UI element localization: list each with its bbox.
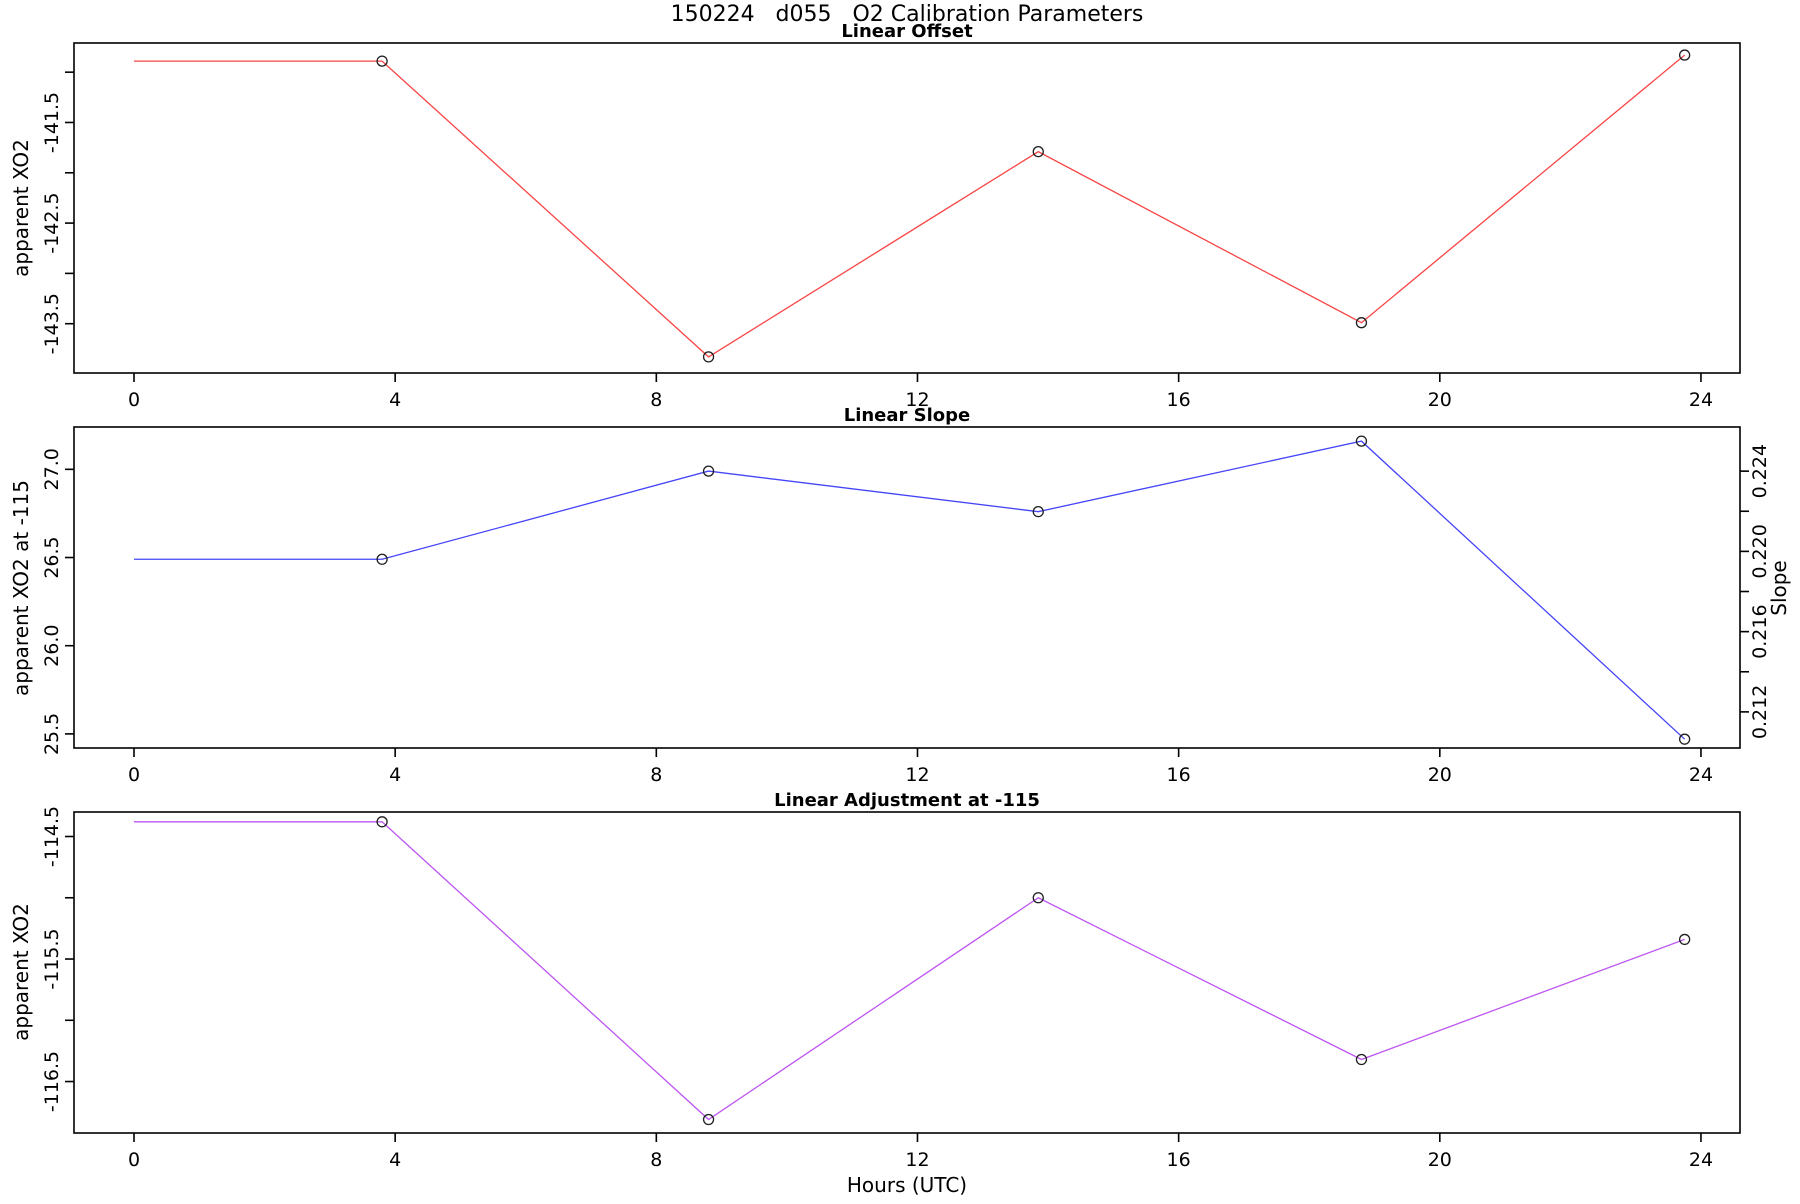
- x-tick-label: 16: [1167, 1149, 1191, 1171]
- data-point-marker: [1032, 892, 1044, 904]
- x-tick-label: 12: [905, 764, 929, 786]
- y-tick-label: 26.5: [41, 536, 63, 578]
- y-axis-label-slope-right: Slope: [1767, 560, 1791, 616]
- data-point-marker: [376, 553, 388, 565]
- panel-linear-offset: 0 4 8 12 16 20 24 -141.5 -142.5 -143.5: [41, 42, 1741, 411]
- data-point-marker: [1355, 317, 1368, 329]
- x-tick-label: 24: [1689, 764, 1713, 786]
- y-tick-label: -141.5: [41, 92, 63, 153]
- x-tick-label: 16: [1167, 764, 1191, 786]
- x-tick-label: 20: [1428, 389, 1452, 411]
- right-y-tick-label: 0.224: [1749, 444, 1771, 498]
- x-tick-label: 4: [389, 1149, 401, 1171]
- x-tick-label: 0: [128, 1149, 140, 1171]
- y-tick-label: -142.5: [41, 192, 63, 253]
- right-y-tick-label: 0.220: [1749, 524, 1771, 578]
- series-line: [134, 54, 1686, 358]
- data-point-marker: [1678, 49, 1691, 61]
- figure-title: 150224 d055 O2 Calibration Parameters: [671, 2, 1144, 27]
- y-tick-label: 27.0: [41, 448, 63, 490]
- y-tick-label: -143.5: [41, 293, 63, 354]
- x-tick-label: 0: [128, 764, 140, 786]
- panel-linear-adjustment: 0 4 8 12 16 20 24 -114.5 -115.5 -116.5: [41, 806, 1741, 1171]
- data-point-marker: [1355, 435, 1368, 447]
- data-point-marker: [376, 816, 388, 828]
- x-tick-label: 4: [389, 764, 401, 786]
- x-tick-label: 12: [905, 1149, 929, 1171]
- y-tick-label: 25.5: [41, 713, 63, 755]
- plot-frame: [73, 42, 1741, 374]
- x-tick-label: 16: [1167, 389, 1191, 411]
- data-point-marker: [1678, 933, 1691, 946]
- panel-title-linear-offset: Linear Offset: [841, 21, 973, 42]
- data-point-marker: [702, 465, 715, 477]
- data-point-marker: [702, 351, 715, 363]
- series-line: [134, 821, 1685, 1121]
- plot-frame: [73, 426, 1741, 749]
- y-axis-label-adjustment: apparent XO2: [9, 903, 33, 1041]
- x-axis-label: Hours (UTC): [847, 1173, 967, 1197]
- data-point-marker: [376, 55, 388, 67]
- y-tick-label: 26.0: [41, 625, 63, 667]
- y-axis-label-slope-left: apparent XO2 at -115: [9, 480, 33, 696]
- data-point-marker: [1355, 1053, 1368, 1066]
- x-tick-label: 4: [389, 389, 401, 411]
- data-point-marker: [1032, 506, 1044, 518]
- y-axis-label-offset: apparent XO2: [9, 139, 33, 277]
- data-point-marker: [1032, 146, 1044, 158]
- panel-linear-slope: 0 4 8 12 16 20 24 27.0 26.5 26.0 25.5 0.224 0.220 0.2…: [41, 426, 1771, 786]
- panel-title-linear-slope: Linear Slope: [844, 405, 971, 426]
- x-tick-label: 24: [1689, 1149, 1713, 1171]
- panel-title-linear-adjustment: Linear Adjustment at -115: [774, 790, 1040, 811]
- x-tick-label: 24: [1689, 389, 1713, 411]
- x-tick-label: 8: [650, 764, 662, 786]
- x-tick-label: 0: [128, 389, 140, 411]
- x-tick-label: 8: [650, 1149, 662, 1171]
- plot-frame: [73, 811, 1741, 1134]
- y-tick-label: -115.5: [41, 928, 63, 989]
- x-tick-label: 12: [905, 389, 929, 411]
- x-tick-label: 20: [1428, 764, 1452, 786]
- right-y-tick-label: 0.216: [1749, 604, 1771, 658]
- series-line: [134, 440, 1686, 740]
- y-tick-label: -114.5: [41, 806, 63, 867]
- x-tick-label: 20: [1428, 1149, 1452, 1171]
- x-tick-label: 8: [650, 389, 662, 411]
- right-y-tick-label: 0.212: [1749, 685, 1771, 739]
- data-point-marker: [702, 1113, 715, 1126]
- y-tick-label: -116.5: [41, 1051, 63, 1112]
- data-point-marker: [1678, 733, 1691, 745]
